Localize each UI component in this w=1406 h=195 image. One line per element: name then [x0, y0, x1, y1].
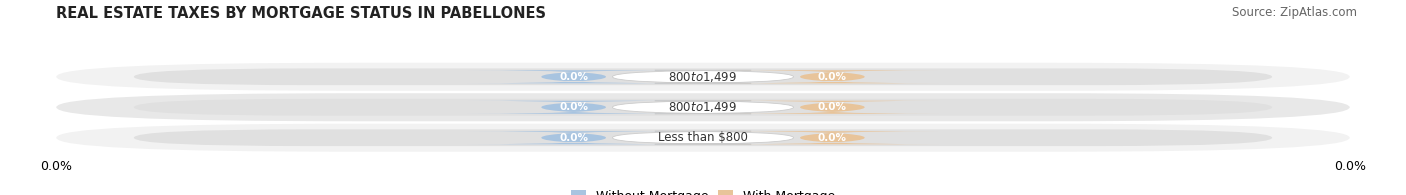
FancyBboxPatch shape [725, 131, 939, 144]
FancyBboxPatch shape [134, 129, 1272, 146]
Text: 0.0%: 0.0% [818, 72, 846, 82]
Text: $800 to $1,499: $800 to $1,499 [668, 100, 738, 114]
FancyBboxPatch shape [613, 101, 793, 114]
FancyBboxPatch shape [613, 131, 793, 144]
FancyBboxPatch shape [725, 70, 939, 83]
Text: Less than $800: Less than $800 [658, 131, 748, 144]
FancyBboxPatch shape [467, 70, 681, 83]
Text: 0.0%: 0.0% [818, 102, 846, 112]
FancyBboxPatch shape [467, 101, 681, 114]
Text: 0.0%: 0.0% [560, 72, 588, 82]
Text: $800 to $1,499: $800 to $1,499 [668, 70, 738, 84]
FancyBboxPatch shape [725, 101, 939, 114]
FancyBboxPatch shape [134, 68, 1272, 85]
Text: 0.0%: 0.0% [560, 102, 588, 112]
Text: Source: ZipAtlas.com: Source: ZipAtlas.com [1232, 6, 1357, 19]
Text: 0.0%: 0.0% [560, 133, 588, 143]
FancyBboxPatch shape [56, 63, 1350, 91]
Text: 0.0%: 0.0% [818, 133, 846, 143]
Legend: Without Mortgage, With Mortgage: Without Mortgage, With Mortgage [565, 185, 841, 195]
FancyBboxPatch shape [613, 70, 793, 83]
FancyBboxPatch shape [56, 93, 1350, 121]
FancyBboxPatch shape [134, 99, 1272, 116]
FancyBboxPatch shape [467, 131, 681, 144]
FancyBboxPatch shape [56, 124, 1350, 152]
Text: REAL ESTATE TAXES BY MORTGAGE STATUS IN PABELLONES: REAL ESTATE TAXES BY MORTGAGE STATUS IN … [56, 6, 547, 21]
